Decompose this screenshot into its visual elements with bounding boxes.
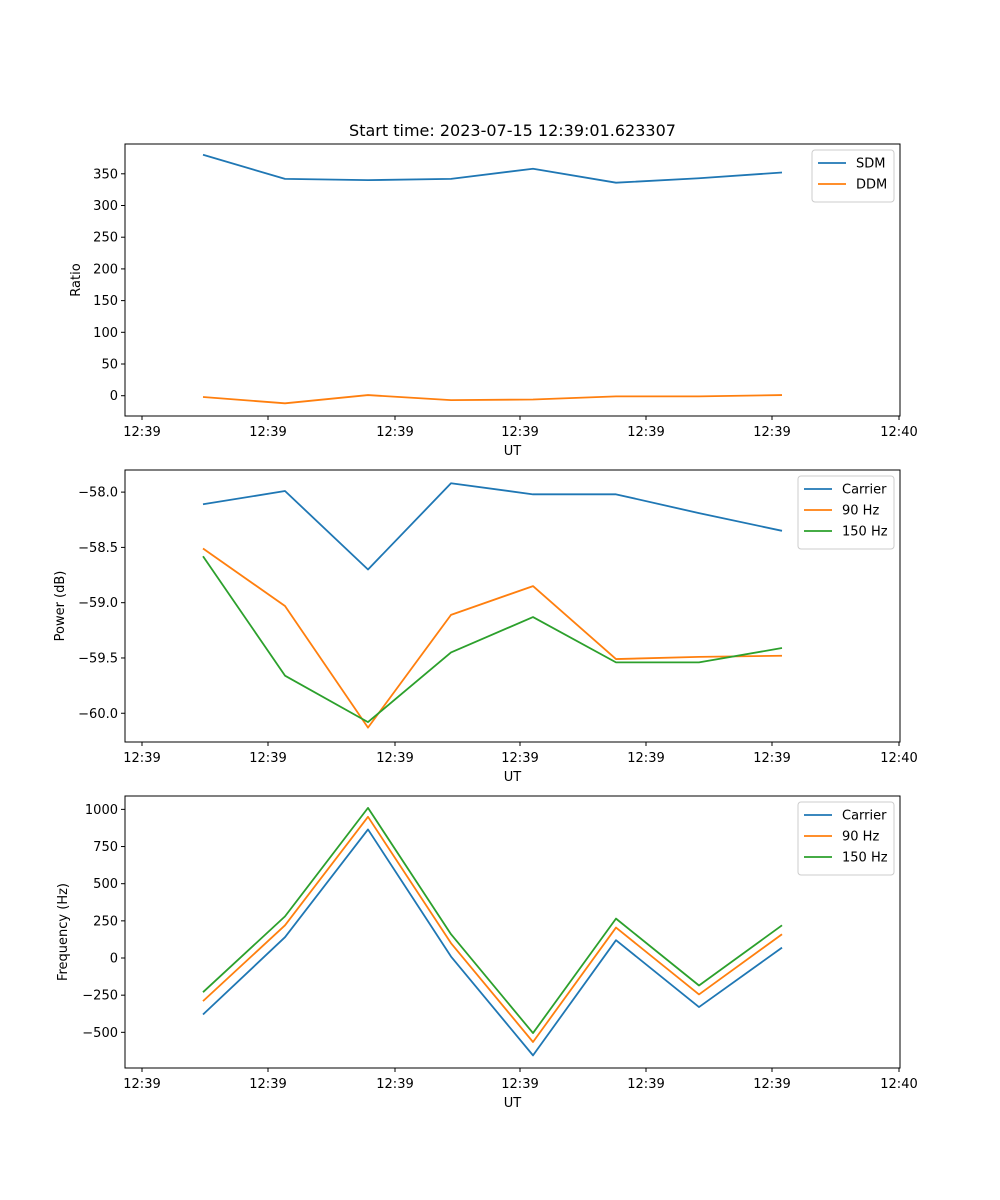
series-line-ddm bbox=[202, 394, 783, 405]
x-tick-label: 12:39 bbox=[753, 425, 790, 440]
x-tick-label: 12:39 bbox=[753, 1077, 790, 1092]
y-tick-label: 750 bbox=[93, 840, 118, 855]
x-tick-label: 12:39 bbox=[249, 751, 286, 766]
legend-label: 150 Hz bbox=[842, 851, 888, 866]
y-tick-label: 300 bbox=[93, 199, 118, 214]
x-tick-label: 12:39 bbox=[376, 751, 413, 766]
legend: SDM DDM bbox=[811, 149, 895, 203]
chart-panel-1: Start time: 2023-07-15 12:39:01.623307 12… bbox=[69, 121, 918, 459]
x-axis-label: UT bbox=[504, 444, 522, 459]
x-tick-label: 12:39 bbox=[753, 751, 790, 766]
legend-label: SDM bbox=[856, 157, 885, 172]
legend-label: 150 Hz bbox=[842, 525, 888, 540]
x-axis-label: UT bbox=[504, 1096, 522, 1111]
legend-label: Carrier bbox=[842, 809, 887, 824]
legend: Carrier 90 Hz 150 Hz bbox=[797, 475, 895, 550]
y-axis-label: Ratio bbox=[69, 263, 84, 296]
y-tick-label: 50 bbox=[101, 358, 118, 373]
legend-label: 90 Hz bbox=[842, 830, 879, 845]
y-tick-label: 200 bbox=[93, 262, 118, 277]
y-tick-label: −59.0 bbox=[78, 596, 118, 611]
x-tick-label: 12:39 bbox=[627, 425, 664, 440]
y-tick-label: −500 bbox=[82, 1026, 118, 1041]
x-tick-label: 12:39 bbox=[376, 1077, 413, 1092]
y-tick-label: −59.5 bbox=[78, 651, 118, 666]
series-line-90-hz bbox=[202, 815, 783, 1043]
y-tick-label: 1000 bbox=[85, 803, 118, 818]
x-tick-label: 12:39 bbox=[249, 1077, 286, 1092]
series-line-90-hz bbox=[202, 547, 783, 729]
series-line-carrier bbox=[202, 828, 783, 1057]
legend: Carrier 90 Hz 150 Hz bbox=[797, 801, 895, 876]
legend-label: 90 Hz bbox=[842, 504, 879, 519]
x-tick-label: 12:39 bbox=[627, 1077, 664, 1092]
x-tick-label: 12:40 bbox=[880, 425, 917, 440]
series-line-150-hz bbox=[202, 806, 783, 1034]
y-tick-label: −58.0 bbox=[78, 486, 118, 501]
legend-label: Carrier bbox=[842, 483, 887, 498]
y-tick-label: 500 bbox=[93, 877, 118, 892]
y-tick-label: 100 bbox=[93, 326, 118, 341]
y-tick-label: 350 bbox=[93, 167, 118, 182]
y-tick-label: −58.5 bbox=[78, 541, 118, 556]
x-tick-label: 12:39 bbox=[249, 425, 286, 440]
y-axis-label: Power (dB) bbox=[53, 571, 68, 642]
y-tick-label: 250 bbox=[93, 914, 118, 929]
x-tick-label: 12:39 bbox=[627, 751, 664, 766]
series-line-150-hz bbox=[202, 555, 783, 723]
x-tick-label: 12:39 bbox=[123, 751, 160, 766]
x-tick-label: 12:39 bbox=[501, 751, 538, 766]
x-tick-label: 12:39 bbox=[123, 1077, 160, 1092]
series-line-sdm bbox=[202, 153, 783, 184]
chart-title: Start time: 2023-07-15 12:39:01.623307 bbox=[349, 121, 676, 140]
x-axis-label: UT bbox=[504, 770, 522, 785]
plot-frame bbox=[124, 469, 901, 743]
x-tick-label: 12:39 bbox=[376, 425, 413, 440]
chart-panel-2: 12:39 12:39 12:39 12:39 12:39 12:39 12:40 −60.0… bbox=[53, 469, 918, 785]
y-axis-label: Frequency (Hz) bbox=[56, 883, 71, 981]
y-tick-label: −60.0 bbox=[78, 707, 118, 722]
legend-label: DDM bbox=[856, 178, 887, 193]
y-tick-label: 0 bbox=[110, 952, 118, 967]
x-tick-label: 12:39 bbox=[501, 1077, 538, 1092]
x-tick-label: 12:40 bbox=[880, 751, 917, 766]
x-tick-label: 12:39 bbox=[501, 425, 538, 440]
x-tick-label: 12:40 bbox=[880, 1077, 917, 1092]
x-tick-label: 12:39 bbox=[123, 425, 160, 440]
series-line-carrier bbox=[202, 482, 783, 571]
plot-frame bbox=[124, 143, 901, 417]
y-tick-label: −250 bbox=[82, 989, 118, 1004]
y-tick-label: 0 bbox=[110, 389, 118, 404]
plot-frame bbox=[124, 795, 901, 1069]
y-tick-label: 150 bbox=[93, 294, 118, 309]
chart-panel-3: 12:39 12:39 12:39 12:39 12:39 12:39 12:40 −500 −… bbox=[56, 795, 918, 1111]
y-tick-label: 250 bbox=[93, 231, 118, 246]
